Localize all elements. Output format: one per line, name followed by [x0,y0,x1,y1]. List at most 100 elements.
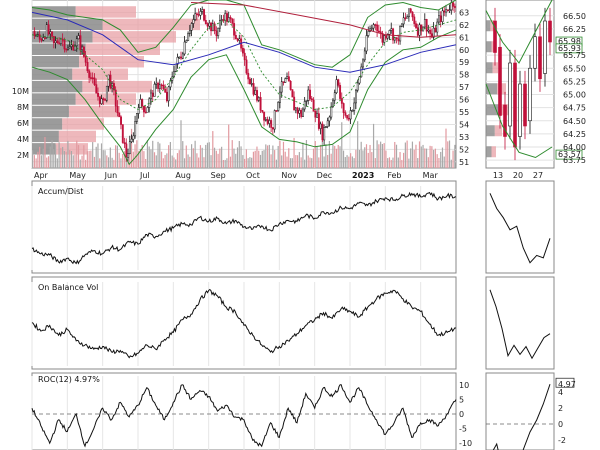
volume-bar [351,156,353,168]
volume-bar [67,140,69,168]
candle-body [109,74,112,89]
candle-body [363,50,366,61]
inset-accum-dist-frame [485,180,555,274]
volume-bar [183,158,186,168]
volume-bar [433,149,435,168]
volume-profile-bar-down [32,93,76,105]
candle-body [326,120,329,127]
candle-body [328,116,331,122]
volume-bar [32,150,34,168]
candle-body [178,56,181,59]
candle-body [272,127,274,130]
candle-body [215,30,218,37]
volume-bar [348,156,350,168]
candle-body [190,23,193,31]
candle-body [250,83,253,85]
volume-bar [88,150,90,168]
candle-body [79,35,82,50]
volume-bar [58,142,60,168]
candle-body [144,111,147,114]
inset-y-tick-label: 65.50 [563,64,586,73]
volume-bar [122,153,124,168]
volume-bar [113,159,115,168]
volume-bar [450,159,452,168]
inset-y-tick-label: 63.75 [563,156,586,165]
volume-bar [212,131,214,168]
volume-profile-bar-up [75,6,136,18]
roc-series-line [31,384,457,448]
month-tick-label: Sep [211,171,226,180]
volume-bar [268,144,270,168]
volume-bar [86,151,88,168]
volume-bar [394,141,396,168]
volume-bar [339,146,341,168]
volume-bar [387,158,389,168]
volume-bar [431,146,433,168]
volume-bar [104,150,106,168]
volume-bar [162,158,164,168]
candle-body [392,28,395,41]
volume-bar [344,157,346,168]
candle-body [247,72,250,80]
roc-y-tick-label: -10 [459,439,472,448]
volume-bar [256,146,258,168]
volume-bar [305,140,308,168]
volume-bar [90,150,92,168]
candle-body [268,120,271,124]
candle-body [33,30,36,36]
candle-body [349,110,352,120]
candle-body [429,29,432,34]
month-tick-label: May [69,171,86,180]
inset-volume-profile-down [486,20,491,32]
candle-body [323,127,326,141]
candle-body [436,21,439,33]
candle-body [49,31,52,35]
candle-body [56,40,59,43]
price-badge-box [555,149,583,160]
candle-body [38,34,41,40]
candle-body [261,110,264,113]
volume-profile-bar-down [32,43,86,55]
volume-bar [312,148,315,168]
volume-bar [295,155,297,168]
inset-candle-body [543,20,547,74]
candle-body [450,2,453,11]
volume-bar [76,140,78,168]
volume-bar [259,154,262,168]
volume-profile-bar-up [72,68,128,80]
volume-bar [300,157,302,168]
volume-profile-bar-down [32,6,76,18]
volume-bar [46,157,48,168]
accum-dist-plot [31,186,551,270]
volume-bar [422,144,424,168]
candle-body [233,23,236,36]
candle-body [116,105,119,114]
candle-body [95,84,98,94]
candle-body [316,113,319,118]
sma-mid-line [31,11,457,73]
candle-body [44,37,47,39]
candle-body [139,99,142,108]
volume-bar [355,149,357,168]
candle-body [381,33,384,43]
price-y-tick-label: 55 [459,108,469,117]
candle-body [256,90,259,101]
volume-bar [314,141,316,168]
candle-body [402,17,405,25]
volume-bar [424,148,426,168]
candle-body [226,13,228,22]
candle-body [339,85,342,99]
candle-body [42,37,45,41]
volume-bar [376,140,378,168]
candle-body [241,47,244,54]
volume-profile-bar-down [32,56,80,68]
candle-body [446,9,449,11]
volume-bar [166,153,168,168]
month-tick-label: Jul [139,171,150,180]
volume-bar [219,148,221,168]
month-tick-label: Aug [175,171,191,180]
candle-body [385,35,387,39]
inset-roc-y-tick-label: 2 [558,404,563,413]
volume-bar [249,157,251,168]
candle-body [84,56,87,63]
